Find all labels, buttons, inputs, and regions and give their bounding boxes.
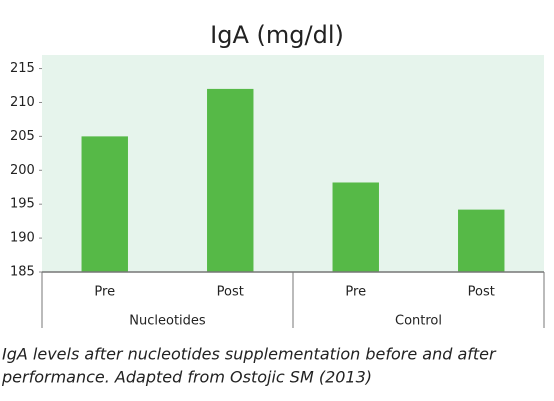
bar — [332, 182, 379, 272]
y-tick-label: 205 — [10, 129, 35, 144]
bar — [207, 88, 254, 272]
x-tick-label: Post — [468, 285, 495, 300]
y-tick-label: 200 — [10, 163, 35, 178]
x-tick-label: Pre — [345, 285, 366, 300]
caption: performance. Adapted from Ostojic SM (20… — [1, 368, 372, 387]
bar — [458, 209, 505, 272]
y-tick-label: 215 — [10, 61, 35, 76]
x-tick-label: Pre — [94, 285, 115, 300]
y-tick-label: 195 — [10, 197, 35, 212]
group-label: Nucleotides — [129, 314, 206, 329]
y-tick-label: 210 — [10, 95, 35, 110]
caption: IgA levels after nucleotides supplementa… — [2, 345, 497, 364]
y-tick-label: 185 — [10, 265, 35, 280]
y-tick-label: 190 — [10, 231, 35, 246]
bar — [81, 136, 128, 272]
group-label: Control — [395, 314, 442, 329]
chart-title: IgA (mg/dl) — [210, 21, 344, 49]
x-tick-label: Post — [217, 285, 244, 300]
